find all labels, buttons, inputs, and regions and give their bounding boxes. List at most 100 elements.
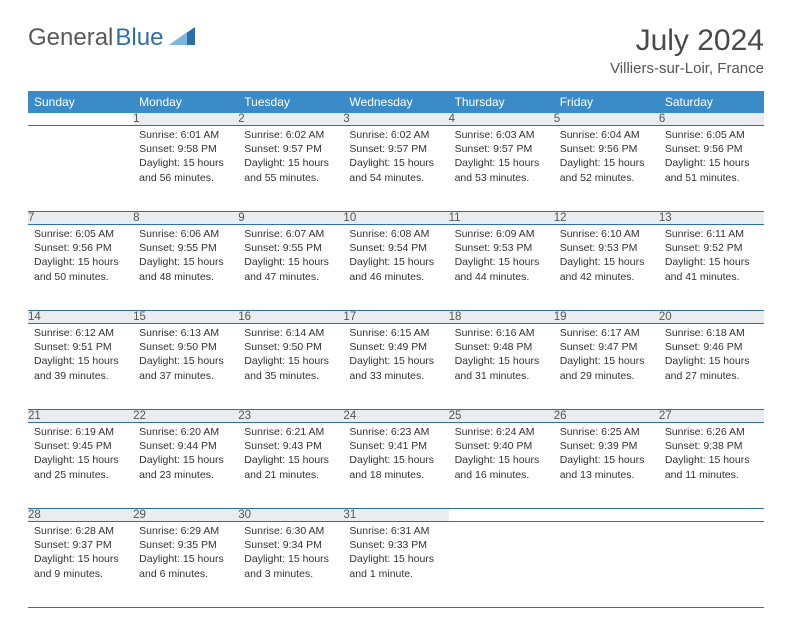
day-cell: Sunrise: 6:28 AMSunset: 9:37 PMDaylight:… (28, 522, 133, 608)
daylight-line: Daylight: 15 hours and 42 minutes. (560, 255, 653, 283)
daylight-line: Daylight: 15 hours and 33 minutes. (349, 354, 442, 382)
day-cell: Sunrise: 6:03 AMSunset: 9:57 PMDaylight:… (449, 126, 554, 212)
day-cell: Sunrise: 6:05 AMSunset: 9:56 PMDaylight:… (659, 126, 764, 212)
sunset-line: Sunset: 9:44 PM (139, 439, 232, 453)
sunset-line: Sunset: 9:57 PM (244, 142, 337, 156)
daylight-line: Daylight: 15 hours and 29 minutes. (560, 354, 653, 382)
location: Villiers-sur-Loir, France (610, 60, 764, 77)
daylight-line: Daylight: 15 hours and 25 minutes. (34, 453, 127, 481)
day-number: 5 (554, 113, 659, 126)
title-block: July 2024 Villiers-sur-Loir, France (610, 24, 764, 77)
day-number: 1 (133, 113, 238, 126)
day-cell: Sunrise: 6:19 AMSunset: 9:45 PMDaylight:… (28, 423, 133, 509)
weekday-header: Thursday (449, 91, 554, 113)
day-cell-body: Sunrise: 6:31 AMSunset: 9:33 PMDaylight:… (343, 522, 448, 587)
daylight-line: Daylight: 15 hours and 1 minute. (349, 552, 442, 580)
day-cell-body: Sunrise: 6:10 AMSunset: 9:53 PMDaylight:… (554, 225, 659, 290)
sunrise-line: Sunrise: 6:12 AM (34, 326, 127, 340)
sunrise-line: Sunrise: 6:03 AM (455, 128, 548, 142)
day-cell-body: Sunrise: 6:21 AMSunset: 9:43 PMDaylight:… (238, 423, 343, 488)
day-cell: Sunrise: 6:15 AMSunset: 9:49 PMDaylight:… (343, 324, 448, 410)
day-cell-body: Sunrise: 6:05 AMSunset: 9:56 PMDaylight:… (659, 126, 764, 191)
sunrise-line: Sunrise: 6:31 AM (349, 524, 442, 538)
daylight-line: Daylight: 15 hours and 47 minutes. (244, 255, 337, 283)
day-number: 16 (238, 311, 343, 324)
day-number: 24 (343, 410, 448, 423)
sunset-line: Sunset: 9:38 PM (665, 439, 758, 453)
daynum-row: 28293031 (28, 509, 764, 522)
data-row: Sunrise: 6:28 AMSunset: 9:37 PMDaylight:… (28, 522, 764, 608)
sunset-line: Sunset: 9:39 PM (560, 439, 653, 453)
day-cell: Sunrise: 6:26 AMSunset: 9:38 PMDaylight:… (659, 423, 764, 509)
sunset-line: Sunset: 9:53 PM (455, 241, 548, 255)
day-cell: Sunrise: 6:16 AMSunset: 9:48 PMDaylight:… (449, 324, 554, 410)
sunrise-line: Sunrise: 6:08 AM (349, 227, 442, 241)
calendar-body: 123456Sunrise: 6:01 AMSunset: 9:58 PMDay… (28, 113, 764, 608)
day-cell-body: Sunrise: 6:25 AMSunset: 9:39 PMDaylight:… (554, 423, 659, 488)
daylight-line: Daylight: 15 hours and 39 minutes. (34, 354, 127, 382)
sunrise-line: Sunrise: 6:09 AM (455, 227, 548, 241)
daynum-row: 14151617181920 (28, 311, 764, 324)
day-number: 3 (343, 113, 448, 126)
day-cell-body: Sunrise: 6:11 AMSunset: 9:52 PMDaylight:… (659, 225, 764, 290)
sunrise-line: Sunrise: 6:20 AM (139, 425, 232, 439)
daylight-line: Daylight: 15 hours and 18 minutes. (349, 453, 442, 481)
day-number (554, 509, 659, 522)
sunset-line: Sunset: 9:35 PM (139, 538, 232, 552)
day-cell-body: Sunrise: 6:04 AMSunset: 9:56 PMDaylight:… (554, 126, 659, 191)
day-cell-body: Sunrise: 6:02 AMSunset: 9:57 PMDaylight:… (238, 126, 343, 191)
daylight-line: Daylight: 15 hours and 55 minutes. (244, 156, 337, 184)
day-cell-body: Sunrise: 6:14 AMSunset: 9:50 PMDaylight:… (238, 324, 343, 389)
day-number (449, 509, 554, 522)
day-number: 7 (28, 212, 133, 225)
day-cell: Sunrise: 6:20 AMSunset: 9:44 PMDaylight:… (133, 423, 238, 509)
daylight-line: Daylight: 15 hours and 23 minutes. (139, 453, 232, 481)
sunset-line: Sunset: 9:34 PM (244, 538, 337, 552)
day-cell-body: Sunrise: 6:07 AMSunset: 9:55 PMDaylight:… (238, 225, 343, 290)
day-cell: Sunrise: 6:10 AMSunset: 9:53 PMDaylight:… (554, 225, 659, 311)
day-cell (659, 522, 764, 608)
day-cell (449, 522, 554, 608)
sunrise-line: Sunrise: 6:15 AM (349, 326, 442, 340)
weekday-header: Sunday (28, 91, 133, 113)
sunset-line: Sunset: 9:56 PM (560, 142, 653, 156)
daylight-line: Daylight: 15 hours and 37 minutes. (139, 354, 232, 382)
day-cell-body: Sunrise: 6:12 AMSunset: 9:51 PMDaylight:… (28, 324, 133, 389)
daylight-line: Daylight: 15 hours and 21 minutes. (244, 453, 337, 481)
sunset-line: Sunset: 9:56 PM (665, 142, 758, 156)
day-cell: Sunrise: 6:05 AMSunset: 9:56 PMDaylight:… (28, 225, 133, 311)
sunset-line: Sunset: 9:41 PM (349, 439, 442, 453)
data-row: Sunrise: 6:01 AMSunset: 9:58 PMDaylight:… (28, 126, 764, 212)
day-number: 2 (238, 113, 343, 126)
sunrise-line: Sunrise: 6:14 AM (244, 326, 337, 340)
day-number: 4 (449, 113, 554, 126)
daylight-line: Daylight: 15 hours and 51 minutes. (665, 156, 758, 184)
sunset-line: Sunset: 9:49 PM (349, 340, 442, 354)
sunset-line: Sunset: 9:48 PM (455, 340, 548, 354)
data-row: Sunrise: 6:12 AMSunset: 9:51 PMDaylight:… (28, 324, 764, 410)
day-cell-body: Sunrise: 6:17 AMSunset: 9:47 PMDaylight:… (554, 324, 659, 389)
daylight-line: Daylight: 15 hours and 52 minutes. (560, 156, 653, 184)
daylight-line: Daylight: 15 hours and 50 minutes. (34, 255, 127, 283)
day-cell-body: Sunrise: 6:26 AMSunset: 9:38 PMDaylight:… (659, 423, 764, 488)
daylight-line: Daylight: 15 hours and 31 minutes. (455, 354, 548, 382)
weekday-header: Saturday (659, 91, 764, 113)
day-number: 20 (659, 311, 764, 324)
day-number: 26 (554, 410, 659, 423)
weekday-header: Friday (554, 91, 659, 113)
day-number: 18 (449, 311, 554, 324)
day-cell-body: Sunrise: 6:24 AMSunset: 9:40 PMDaylight:… (449, 423, 554, 488)
sunset-line: Sunset: 9:54 PM (349, 241, 442, 255)
day-cell-body: Sunrise: 6:08 AMSunset: 9:54 PMDaylight:… (343, 225, 448, 290)
day-number: 21 (28, 410, 133, 423)
calendar-table: SundayMondayTuesdayWednesdayThursdayFrid… (28, 91, 764, 608)
day-cell-body: Sunrise: 6:29 AMSunset: 9:35 PMDaylight:… (133, 522, 238, 587)
day-number: 12 (554, 212, 659, 225)
sunrise-line: Sunrise: 6:26 AM (665, 425, 758, 439)
day-cell-body: Sunrise: 6:13 AMSunset: 9:50 PMDaylight:… (133, 324, 238, 389)
sunrise-line: Sunrise: 6:29 AM (139, 524, 232, 538)
day-number: 15 (133, 311, 238, 324)
day-cell-body: Sunrise: 6:28 AMSunset: 9:37 PMDaylight:… (28, 522, 133, 587)
day-cell: Sunrise: 6:12 AMSunset: 9:51 PMDaylight:… (28, 324, 133, 410)
logo-text-general: General (28, 24, 113, 52)
